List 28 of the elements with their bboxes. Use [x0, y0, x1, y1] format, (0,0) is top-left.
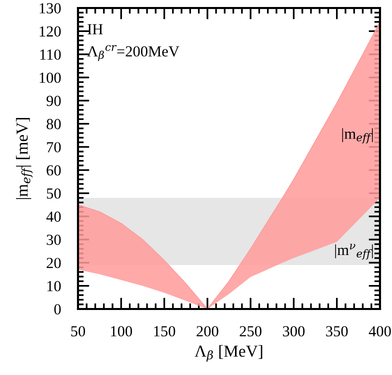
annotation: Λ$_{β}$$^{cr}$=200MeV: [87, 45, 180, 61]
x-tick-label: 250: [240, 326, 262, 336]
y-tick-label: 80: [46, 118, 61, 130]
y-tick-label: 40: [46, 212, 61, 222]
y-tick-label: 100: [40, 72, 61, 83]
y-tick-label: 110: [40, 49, 61, 60]
x-tick-label: 150: [154, 326, 176, 336]
x-tick-label: 300: [282, 326, 305, 336]
y-tick-label: 60: [46, 165, 61, 176]
y-tick-label: 30: [46, 234, 61, 245]
y-tick-label: 50: [46, 188, 61, 199]
x-axis-title: Λ$_{β}$ [MeV]: [194, 345, 262, 362]
y-tick-label: 90: [46, 96, 61, 106]
y-tick-label: 0: [54, 304, 61, 314]
x-tick-label: 100: [111, 326, 132, 336]
x-tick-label: 350: [326, 326, 348, 336]
y-tick-label: 70: [47, 142, 61, 152]
annotation: |m$_{eff}$|: [342, 128, 373, 144]
y-tick-label: 10: [47, 280, 61, 292]
annotation: |m$^{ν}$$_{eff}$|: [335, 244, 373, 260]
y-axis-title: |m$_{eff}$| [meV]: [16, 118, 33, 199]
annotation: IH: [88, 24, 103, 34]
x-tick-label: 400: [368, 326, 391, 336]
x-tick-label: 200: [196, 326, 218, 336]
y-tick-label: 20: [46, 258, 61, 268]
y-tick-label: 120: [40, 26, 61, 37]
x-tick-label: 50: [71, 326, 86, 336]
y-tick-label: 130: [40, 3, 61, 14]
